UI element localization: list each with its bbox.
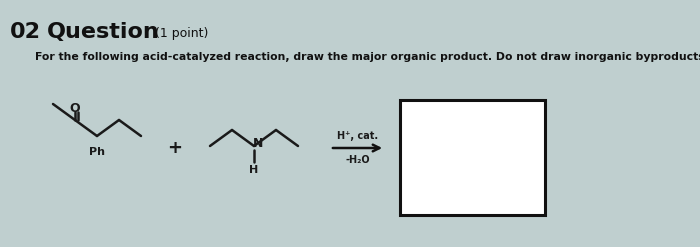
- Text: H⁺, cat.: H⁺, cat.: [337, 131, 378, 141]
- Text: Ph: Ph: [89, 147, 105, 157]
- Text: H: H: [249, 165, 258, 175]
- Text: +: +: [167, 139, 183, 157]
- Text: O: O: [70, 102, 80, 115]
- Text: For the following acid-catalyzed reaction, draw the major organic product. Do no: For the following acid-catalyzed reactio…: [35, 52, 700, 62]
- Bar: [400, 100, 545, 215]
- Text: 02: 02: [10, 22, 41, 42]
- Text: N: N: [253, 137, 263, 149]
- Text: (1 point): (1 point): [155, 27, 209, 40]
- Text: Question: Question: [47, 22, 160, 42]
- Text: -H₂O: -H₂O: [345, 155, 370, 165]
